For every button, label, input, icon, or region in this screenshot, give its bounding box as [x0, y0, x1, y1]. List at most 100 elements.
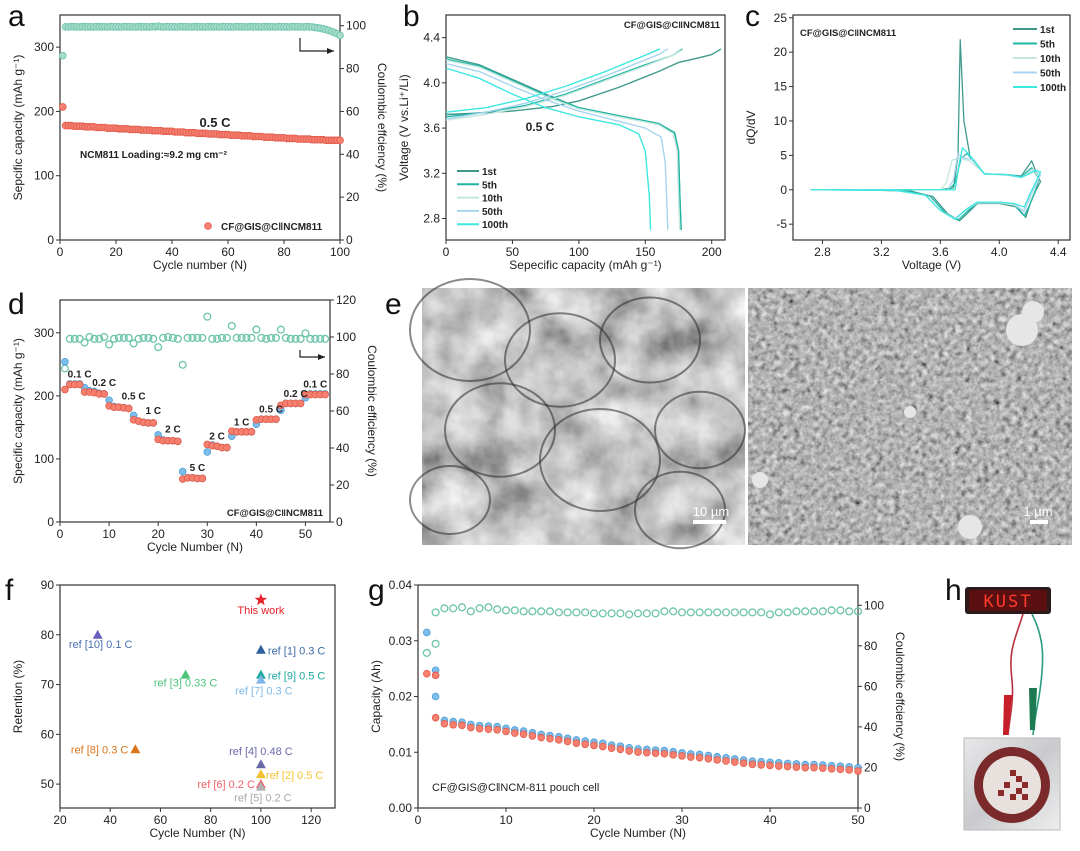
ce-point	[154, 343, 163, 352]
ce-point	[193, 333, 202, 342]
discharge-point	[748, 760, 757, 769]
y2-tick-label: 40	[336, 441, 350, 455]
ce-point	[783, 608, 792, 617]
grain-boundary	[634, 470, 726, 550]
ce-point	[301, 329, 310, 338]
plot-frame	[59, 14, 341, 241]
particle	[958, 515, 982, 539]
triangle-marker	[130, 744, 141, 754]
ce-point	[105, 340, 114, 349]
discharge-point	[598, 742, 607, 751]
ce-point	[633, 609, 643, 618]
capacity-point	[58, 103, 67, 111]
discharge-point	[783, 762, 792, 771]
ce-point	[721, 608, 731, 617]
logo-block	[1016, 788, 1022, 794]
y-axis-label: Capacity (Ah)	[369, 660, 383, 733]
curve-10th-charge	[445, 48, 682, 121]
ce-point	[774, 608, 783, 617]
triangle-marker	[92, 629, 103, 639]
panel-label-d: d	[8, 288, 25, 321]
y-axis-label: Voltage (V vs.Li⁺/Li)	[397, 74, 411, 180]
discharge-point	[713, 756, 721, 764]
led-sign-text: KUST	[984, 592, 1033, 612]
ce-point	[168, 333, 177, 342]
panel-label-f: f	[5, 574, 14, 607]
y-tick-label: 3.2	[423, 166, 440, 180]
x-tick-label: 20	[152, 527, 166, 541]
legend-label: 1st	[1040, 25, 1055, 36]
ce-point	[183, 333, 192, 342]
y2-tick-label: 60	[336, 404, 350, 418]
curve-10th-discharge	[445, 59, 681, 230]
charge-point	[178, 467, 187, 476]
ce-point	[730, 608, 739, 617]
ce-point	[440, 604, 449, 613]
discharge-point	[642, 748, 651, 757]
y2-tick-label: 0	[346, 233, 353, 247]
panel-label-h: h	[945, 574, 962, 607]
discharge-point	[722, 757, 730, 765]
y-tick-label: 0.04	[389, 578, 413, 592]
charge-point	[203, 448, 212, 456]
discharge-point	[836, 765, 845, 774]
scale-bar	[1030, 520, 1048, 524]
discharge-point	[625, 747, 633, 755]
y2-tick-label: 80	[346, 62, 360, 76]
curve-50th-discharge	[445, 62, 669, 230]
discharge-point	[546, 734, 554, 743]
triangle-marker	[255, 781, 266, 791]
ce-point	[686, 608, 695, 617]
legend-label: 100th	[1040, 83, 1066, 94]
charge-point	[431, 692, 440, 701]
ce-point	[271, 333, 281, 342]
plot-frame	[792, 14, 1071, 241]
discharge-point	[502, 727, 510, 736]
ce-point	[257, 333, 266, 342]
ce-point	[501, 606, 511, 615]
x-axis-label: Sepecific capacity (mAh g⁻¹)	[509, 258, 661, 272]
y-tick-label: 300	[34, 326, 54, 340]
ce-point	[144, 333, 153, 342]
discharge-point	[607, 744, 616, 752]
x-tick-label: 40	[763, 813, 777, 827]
legend-label: 10th	[1040, 54, 1061, 65]
y2-tick-label: 100	[346, 19, 366, 33]
discharge-point	[100, 390, 108, 398]
logo-block	[1010, 770, 1016, 776]
x-tick-label: 4.0	[991, 245, 1008, 259]
x-tick-label: 50	[506, 245, 520, 259]
ce-point	[836, 606, 845, 615]
discharge-point	[792, 763, 801, 771]
discharge-point	[449, 720, 458, 729]
discharge-point	[440, 719, 449, 728]
y2-tick-label: 80	[864, 639, 878, 653]
ce-point	[554, 608, 563, 617]
discharge-point	[149, 419, 158, 427]
ce-point	[65, 334, 74, 343]
discharge-point	[124, 404, 133, 413]
x-axis-label: Cycle Number (N)	[147, 540, 243, 554]
x-tick-label: 30	[675, 813, 689, 827]
discharge-point	[247, 428, 256, 436]
point-label: ref [6] 0.2 C	[197, 779, 255, 791]
discharge-point	[296, 399, 305, 408]
y2-tick-label: 120	[336, 293, 356, 307]
triangle-marker	[255, 644, 266, 654]
x-tick-label: 60	[221, 245, 235, 259]
y-tick-label: 0.03	[389, 634, 413, 648]
discharge-point	[484, 725, 493, 734]
discharge-point	[537, 733, 545, 742]
y2-tick-label: 0	[864, 801, 871, 815]
ce-point	[765, 610, 775, 619]
particle	[752, 472, 768, 488]
ce-point	[267, 333, 276, 342]
triangle-marker	[255, 669, 266, 679]
rate-label: 5 C	[190, 463, 206, 474]
point-label: ref [5] 0.2 C	[234, 793, 292, 805]
rate-annotation: 0.5 C	[526, 120, 555, 134]
particle	[1022, 301, 1044, 323]
x-tick-label: 20	[587, 813, 601, 827]
ce-point	[431, 639, 440, 648]
